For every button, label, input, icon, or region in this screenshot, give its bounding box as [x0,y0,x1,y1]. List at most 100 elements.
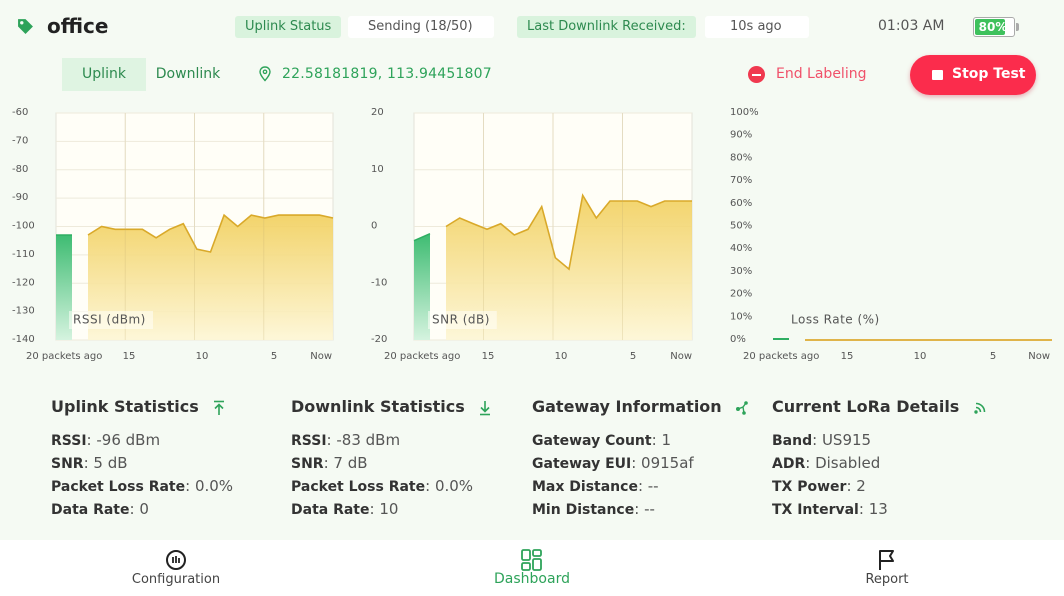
dashboard-grid-icon [521,549,542,571]
loss-y-tick-label: 0% [730,334,746,345]
nav-dashboard-label: Dashboard [494,571,570,587]
rssi-x-tick-label: 20 packets ago [26,351,102,362]
status-header: office Uplink Status Sending (18/50) Las… [0,0,1064,54]
snr-x-tick-label: 15 [482,351,495,362]
rssi-y-tick-label: -70 [12,135,28,146]
stat-key: Band [772,433,813,449]
stat-value: -83 dBm [336,431,401,449]
stat-row: ADR: Disabled [772,454,881,472]
battery-tip [1016,23,1019,31]
rssi-x-tick-label: 15 [123,351,136,362]
wireless-signal-icon [974,402,986,414]
tab-downlink[interactable]: Downlink [155,66,221,82]
current-lora-details-title: Current LoRa Details [772,397,960,416]
loss-y-tick-label: 80% [730,152,752,163]
loss-x-tick-label: Now [1028,351,1050,362]
snr-series-line [445,193,692,271]
loss-x-tick-label: 15 [841,351,854,362]
stat-value: 0.0% [434,477,474,495]
battery-label: 80% [978,20,1008,34]
rssi-x-tick-label: 5 [271,351,277,362]
downlink-statistics: Downlink Statistics RSSI: -83 dBm SNR: 7… [291,397,531,523]
stat-value: 0 [139,500,149,518]
stat-key: Gateway EUI [532,456,632,472]
end-labeling-button[interactable]: End Labeling [776,66,867,82]
rssi-y-tick-label: -110 [12,249,35,260]
snr-x-tick-label: Now [670,351,692,362]
stat-key: RSSI [291,433,327,449]
snr-x-tick-label: 20 packets ago [384,351,460,362]
stat-key: Packet Loss Rate [291,479,426,495]
loss-y-tick-label: 30% [730,266,752,277]
stat-row: Max Distance: -- [532,477,659,495]
rssi-y-tick-label: -130 [12,306,35,317]
nav-dashboard[interactable]: Dashboard [452,540,612,596]
gauge-icon [166,550,186,570]
stat-row: Packet Loss Rate: 0.0% [291,477,474,495]
rssi-x-tick-label: 10 [196,351,209,362]
bottom-navigation: Configuration Dashboard Report [0,540,1064,596]
loss-y-tick-label: 50% [730,221,752,232]
stat-value: 10 [379,500,399,518]
site-name: office [47,14,109,38]
location-pin-icon [259,66,271,82]
snr-series-area [446,195,692,340]
stat-key: Data Rate [51,502,130,518]
stat-row: TX Power: 2 [772,477,866,495]
loss-y-tick-label: 90% [730,130,752,141]
snr-y-tick-label: -20 [371,334,387,345]
uplink-statistics-title: Uplink Statistics [51,397,199,416]
stat-value: 13 [868,500,888,518]
stat-key: SNR [291,456,324,472]
flag-icon [879,550,894,570]
snr-y-tick-label: 0 [371,221,377,232]
stat-row: Gateway EUI: 0915af [532,454,694,472]
rssi-x-tick-label: Now [310,351,332,362]
nav-configuration-label: Configuration [131,572,221,587]
nav-configuration[interactable]: Configuration [96,540,256,596]
rssi-y-tick-label: -100 [12,221,35,232]
gps-coordinates: 22.58181819, 113.94451807 [282,66,492,82]
battery-fill [975,19,1006,35]
snr-y-tick-label: -10 [371,277,387,288]
loss-x-tick-label: 5 [990,351,996,362]
stat-value: -96 dBm [96,431,161,449]
uplink-status-value: Sending (18/50) [348,16,494,38]
stat-value: 5 dB [93,454,128,472]
stat-row: Packet Loss Rate: 0.0% [51,477,234,495]
stat-row: Data Rate: 10 [291,500,399,518]
stop-test-button[interactable]: Stop Test [910,55,1036,95]
stat-value: Disabled [815,454,881,472]
uplink-status-label: Uplink Status [235,16,342,38]
stat-value: -- [647,477,659,495]
snr-y-tick-label: 10 [371,164,384,175]
snr-x-tick-label: 5 [630,351,636,362]
end-labeling-icon[interactable] [748,66,765,83]
stat-key: TX Power [772,479,847,495]
loss-series-label: Loss Rate (%) [791,313,880,327]
stat-row: SNR: 7 dB [291,454,368,472]
rssi-y-tick-label: -60 [12,107,28,118]
gateway-information-title: Gateway Information [532,397,722,416]
stat-row: Gateway Count: 1 [532,431,671,449]
upload-arrow-icon [214,400,225,415]
stat-value: 2 [856,477,866,495]
stat-key: Max Distance [532,479,638,495]
stat-key: SNR [51,456,84,472]
stat-value: 1 [661,431,671,449]
clock: 01:03 AM [878,18,945,34]
loss-y-tick-label: 60% [730,198,752,209]
tab-uplink[interactable]: Uplink [62,58,146,91]
snr-series-label: SNR (dB) [432,313,490,327]
rssi-y-tick-label: -140 [12,334,35,345]
network-nodes-icon [736,400,749,415]
stat-row: RSSI: -83 dBm [291,431,401,449]
stat-key: RSSI [51,433,87,449]
rssi-series-area [88,215,333,340]
gateway-information: Gateway Information Gateway Count: 1 Gat… [532,397,772,523]
snr-current-bar-top [413,233,431,242]
stat-row: RSSI: -96 dBm [51,431,161,449]
loss-y-tick-label: 100% [730,107,759,118]
nav-report[interactable]: Report [807,540,967,596]
